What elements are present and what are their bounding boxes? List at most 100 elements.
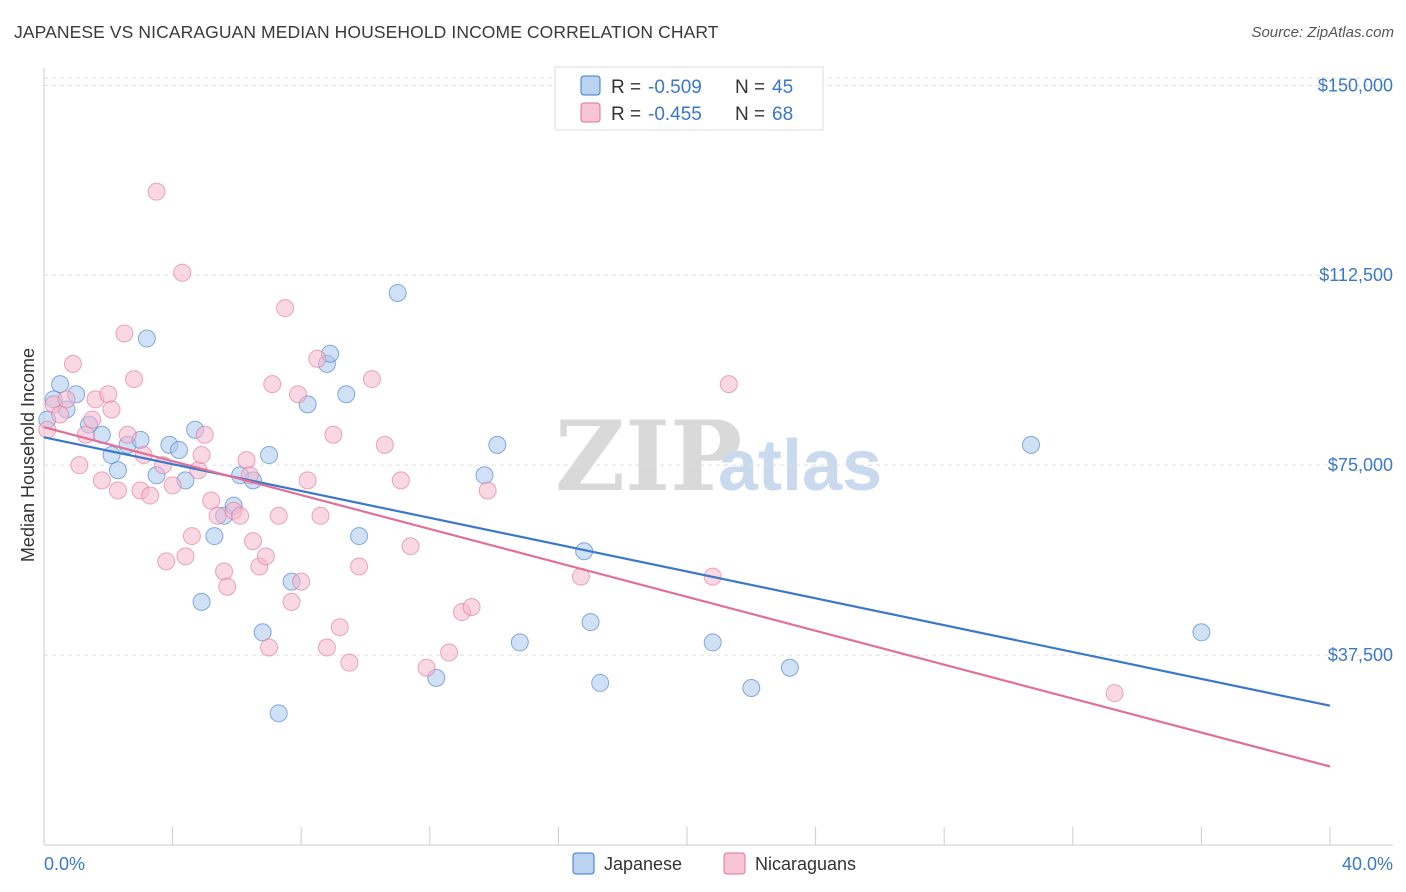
point-nicaraguan: [317, 638, 336, 657]
point-nicaraguan: [311, 506, 330, 525]
point-japanese: [260, 446, 279, 465]
point-japanese: [51, 375, 70, 394]
point-nicaraguan: [176, 547, 195, 566]
legend: R = -0.509 N = 45 R = -0.455 N = 68: [554, 66, 824, 131]
point-japanese: [581, 613, 600, 632]
point-japanese: [475, 466, 494, 485]
point-nicaraguan: [163, 476, 182, 495]
point-nicaraguan: [141, 486, 160, 505]
watermark: ZIP atlas: [555, 400, 882, 513]
point-nicaraguan: [269, 506, 288, 525]
legend-r-value-0: -0.509: [648, 77, 702, 98]
trend-line-japanese: [43, 436, 1331, 707]
point-japanese: [253, 623, 272, 642]
legend-n-label-1: N =: [735, 104, 765, 125]
point-japanese: [388, 283, 407, 302]
point-japanese: [510, 633, 529, 652]
point-nicaraguan: [195, 425, 214, 444]
point-japanese: [170, 440, 189, 459]
point-nicaraguan: [125, 370, 144, 389]
x-tick-max: 40.0%: [1342, 854, 1393, 874]
trend-lines: [43, 426, 1331, 768]
point-nicaraguan: [208, 506, 227, 525]
y-axis-label: Median Household Income: [18, 348, 38, 562]
point-nicaraguan: [298, 471, 317, 490]
point-nicaraguan: [308, 349, 327, 368]
y-tick-label: $37,500: [1328, 645, 1393, 665]
point-nicaraguan: [401, 537, 420, 556]
point-nicaraguan: [440, 643, 459, 662]
point-japanese: [137, 329, 156, 348]
point-nicaraguan: [324, 425, 343, 444]
y-tick-label: $112,500: [1319, 265, 1393, 285]
bottom-legend-swatch-japanese: [572, 852, 595, 875]
point-nicaraguan: [256, 547, 275, 566]
point-nicaraguan: [292, 572, 311, 591]
point-japanese: [337, 385, 356, 404]
point-nicaraguan: [118, 425, 137, 444]
point-nicaraguan: [330, 618, 349, 637]
y-tick-labels: $37,500 $75,000 $112,500 $150,000: [1318, 75, 1393, 665]
point-nicaraguan: [173, 263, 192, 282]
bottom-legend-nicaraguans: Nicaraguans: [755, 854, 856, 874]
point-nicaraguan: [63, 354, 82, 373]
point-nicaraguan: [102, 400, 121, 419]
watermark-atlas: atlas: [718, 426, 882, 506]
point-japanese: [591, 673, 610, 692]
point-nicaraguan: [202, 491, 221, 510]
point-nicaraguan: [243, 532, 262, 551]
point-nicaraguan: [719, 375, 738, 394]
point-japanese: [742, 679, 761, 697]
point-nicaraguan: [362, 370, 381, 389]
legend-n-value-0: 45: [772, 77, 793, 98]
bottom-legend-japanese: Japanese: [604, 854, 682, 874]
source-credit: Source: ZipAtlas.com: [1251, 24, 1394, 41]
point-nicaraguan: [83, 410, 102, 429]
legend-n-label-0: N =: [735, 77, 765, 98]
point-nicaraguan: [1105, 684, 1124, 703]
point-japanese: [350, 527, 369, 546]
point-nicaraguan: [391, 471, 410, 490]
point-nicaraguan: [218, 577, 237, 596]
legend-swatch-nicaraguan: [580, 102, 601, 123]
point-nicaraguan: [157, 552, 176, 571]
point-japanese: [1192, 623, 1211, 642]
point-nicaraguan: [288, 385, 307, 404]
watermark-zip: ZIP: [555, 400, 742, 513]
point-nicaraguan: [350, 557, 369, 576]
point-nicaraguan: [375, 435, 394, 454]
grid: [44, 77, 1393, 656]
trend-line-nicaraguan: [43, 426, 1331, 768]
point-nicaraguan: [115, 324, 134, 343]
point-japanese: [1022, 435, 1041, 454]
axes: [43, 68, 1393, 846]
point-japanese: [108, 461, 127, 480]
point-nicaraguan: [70, 456, 89, 475]
point-japanese: [780, 658, 799, 677]
x-tick-min: 0.0%: [44, 854, 85, 874]
point-nicaraguan: [215, 562, 234, 581]
point-nicaraguan: [340, 653, 359, 672]
legend-swatch-japanese: [580, 75, 601, 96]
point-nicaraguan: [147, 182, 166, 201]
point-nicaraguan: [92, 471, 111, 490]
point-nicaraguan: [51, 405, 70, 424]
point-nicaraguan: [282, 592, 301, 611]
point-japanese: [269, 704, 288, 723]
point-japanese: [703, 633, 722, 652]
bottom-legend: Japanese Nicaraguans: [572, 852, 856, 875]
legend-r-label-0: R =: [611, 77, 641, 98]
point-nicaraguan: [462, 597, 481, 616]
point-nicaraguan: [57, 390, 76, 409]
point-nicaraguan: [263, 375, 282, 394]
legend-r-value-1: -0.455: [648, 104, 702, 125]
legend-n-value-1: 68: [772, 104, 793, 125]
point-nicaraguan: [260, 638, 279, 657]
point-nicaraguan: [99, 385, 118, 404]
point-japanese: [192, 592, 211, 611]
scatter-points: [38, 182, 1211, 723]
point-nicaraguan: [192, 446, 211, 465]
point-japanese: [205, 527, 224, 546]
point-nicaraguan: [237, 451, 256, 470]
